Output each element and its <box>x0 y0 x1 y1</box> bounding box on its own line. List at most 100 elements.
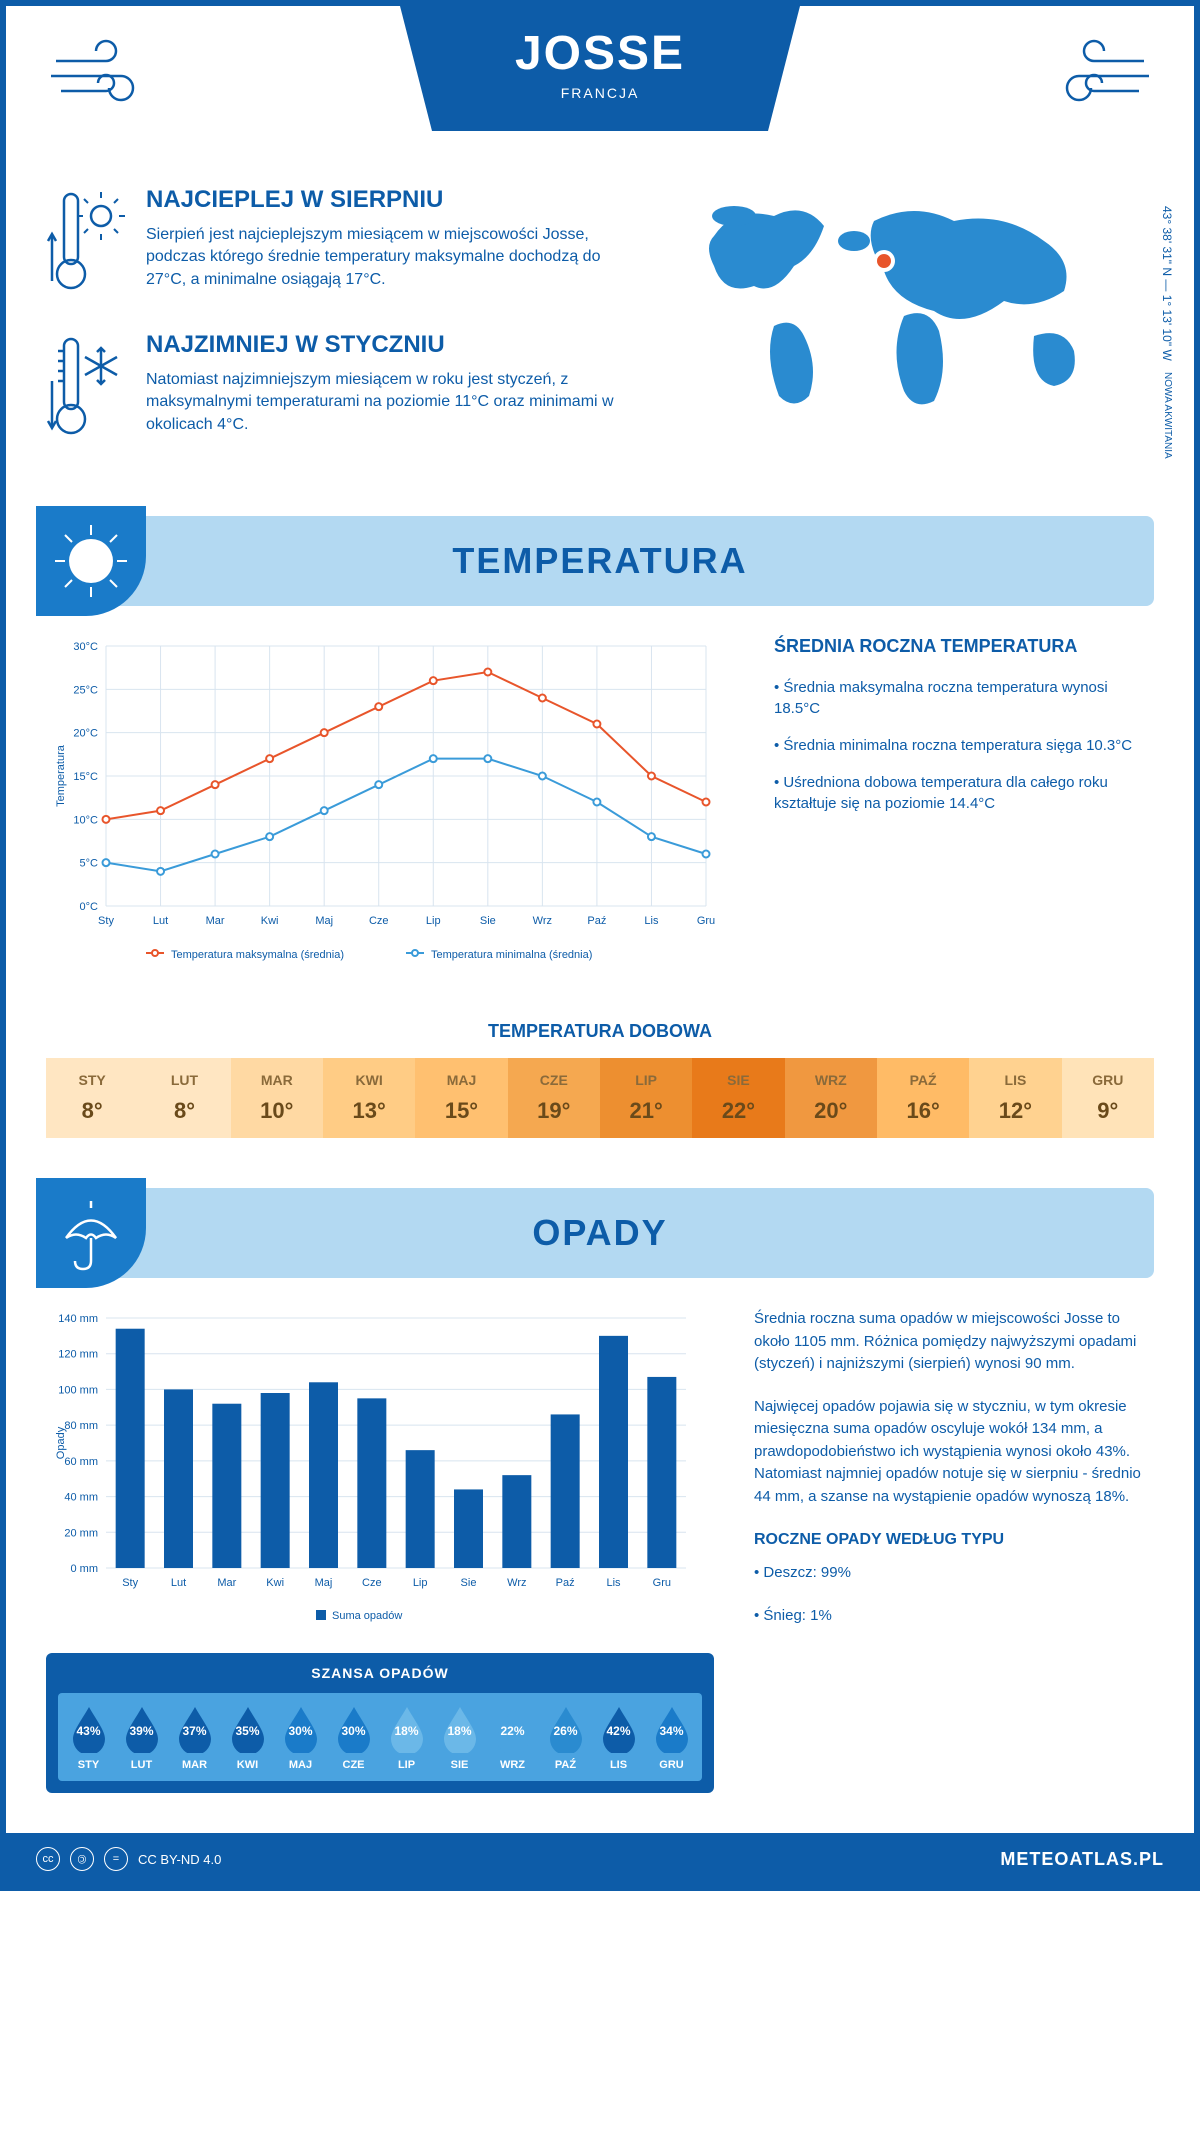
coordinates: 43° 38' 31" N — 1° 13' 10" W NOWA AKWITA… <box>1160 206 1174 459</box>
thermometer-cold-icon <box>46 331 126 446</box>
chance-title: SZANSA OPADÓW <box>58 1665 702 1681</box>
svg-text:Wrz: Wrz <box>533 915 552 927</box>
chance-cell: 30% CZE <box>327 1703 380 1771</box>
raindrop-icon: 30% <box>281 1703 321 1753</box>
precip-type-line: • Deszcz: 99% <box>754 1562 1154 1585</box>
svg-text:Suma opadów: Suma opadów <box>332 1610 402 1622</box>
svg-text:20 mm: 20 mm <box>64 1527 98 1539</box>
precip-row: 0 mm20 mm40 mm60 mm80 mm100 mm120 mm140 … <box>46 1308 1154 1793</box>
map-area: 43° 38' 31" N — 1° 13' 10" W NOWA AKWITA… <box>674 186 1154 476</box>
hottest-title: NAJCIEPLEJ W SIERPNIU <box>146 186 634 214</box>
raindrop-icon: 37% <box>175 1703 215 1753</box>
chance-cell: 39% LUT <box>115 1703 168 1771</box>
temp-daily-cell: LIP21° <box>600 1058 692 1138</box>
chance-cell: 26% PAŹ <box>539 1703 592 1771</box>
svg-text:Temperatura: Temperatura <box>55 744 67 807</box>
svg-text:Lis: Lis <box>644 915 659 927</box>
svg-text:Mar: Mar <box>206 915 225 927</box>
raindrop-icon: 39% <box>122 1703 162 1753</box>
content: NAJCIEPLEJ W SIERPNIU Sierpień jest najc… <box>6 186 1194 1793</box>
chance-cell: 42% LIS <box>592 1703 645 1771</box>
svg-text:10°C: 10°C <box>73 814 98 826</box>
temp-daily-strip: STY8°LUT8°MAR10°KWI13°MAJ15°CZE19°LIP21°… <box>46 1058 1154 1138</box>
chance-cell: 30% MAJ <box>274 1703 327 1771</box>
svg-text:Lip: Lip <box>426 915 441 927</box>
sun-icon <box>36 506 146 616</box>
chance-cell: 22% WRZ <box>486 1703 539 1771</box>
svg-text:Wrz: Wrz <box>507 1577 526 1589</box>
header: JOSSE FRANCJA <box>6 6 1194 166</box>
svg-text:Cze: Cze <box>369 915 389 927</box>
raindrop-icon: 30% <box>334 1703 374 1753</box>
svg-text:40 mm: 40 mm <box>64 1492 98 1504</box>
coords-latlon: 43° 38' 31" N — 1° 13' 10" W <box>1160 206 1174 361</box>
svg-text:60 mm: 60 mm <box>64 1456 98 1468</box>
svg-text:Temperatura minimalna (średnia: Temperatura minimalna (średnia) <box>431 949 592 961</box>
svg-text:25°C: 25°C <box>73 684 98 696</box>
svg-text:Temperatura maksymalna (średni: Temperatura maksymalna (średnia) <box>171 949 344 961</box>
svg-text:Kwi: Kwi <box>266 1577 284 1589</box>
svg-text:Paź: Paź <box>587 915 606 927</box>
svg-text:0°C: 0°C <box>80 901 99 913</box>
footer-license: cc 🄯 = CC BY-ND 4.0 <box>36 1847 221 1871</box>
umbrella-icon <box>36 1178 146 1288</box>
svg-text:Opady: Opady <box>55 1426 67 1459</box>
svg-text:Sie: Sie <box>480 915 496 927</box>
raindrop-icon: 43% <box>69 1703 109 1753</box>
coords-region: NOWA AKWITANIA <box>1162 372 1173 459</box>
precip-header: OPADY <box>46 1188 1154 1278</box>
temp-info-line: • Średnia maksymalna roczna temperatura … <box>774 677 1154 719</box>
temperature-title: TEMPERATURA <box>452 540 747 582</box>
footer: cc 🄯 = CC BY-ND 4.0 METEOATLAS.PL <box>6 1833 1194 1885</box>
precip-chart: 0 mm20 mm40 mm60 mm80 mm100 mm120 mm140 … <box>46 1308 706 1628</box>
location-title: JOSSE <box>400 26 800 81</box>
raindrop-icon: 26% <box>546 1703 586 1753</box>
location-subtitle: FRANCJA <box>400 85 800 101</box>
chance-cell: 34% GRU <box>645 1703 698 1771</box>
wind-deco-icon <box>1034 36 1154 121</box>
svg-text:Sty: Sty <box>98 915 114 927</box>
svg-text:Mar: Mar <box>217 1577 236 1589</box>
temp-daily-cell: LUT8° <box>138 1058 230 1138</box>
by-icon: 🄯 <box>70 1847 94 1871</box>
svg-text:Lut: Lut <box>153 915 168 927</box>
temp-daily-cell: KWI13° <box>323 1058 415 1138</box>
svg-text:80 mm: 80 mm <box>64 1420 98 1432</box>
temp-daily-cell: PAŹ16° <box>877 1058 969 1138</box>
license-text: CC BY-ND 4.0 <box>138 1852 221 1867</box>
temp-daily-cell: WRZ20° <box>785 1058 877 1138</box>
cc-icon: cc <box>36 1847 60 1871</box>
raindrop-icon: 35% <box>228 1703 268 1753</box>
temp-daily-cell: MAJ15° <box>415 1058 507 1138</box>
title-banner: JOSSE FRANCJA <box>400 6 800 131</box>
precip-info-p2: Najwięcej opadów pojawia się w styczniu,… <box>754 1396 1154 1509</box>
hottest-block: NAJCIEPLEJ W SIERPNIU Sierpień jest najc… <box>46 186 634 301</box>
svg-text:Kwi: Kwi <box>261 915 279 927</box>
precip-left: 0 mm20 mm40 mm60 mm80 mm100 mm120 mm140 … <box>46 1308 714 1793</box>
temp-daily-cell: LIS12° <box>969 1058 1061 1138</box>
coldest-title: NAJZIMNIEJ W STYCZNIU <box>146 331 634 359</box>
precip-info-p1: Średnia roczna suma opadów w miejscowośc… <box>754 1308 1154 1376</box>
thermometer-hot-icon <box>46 186 126 301</box>
raindrop-icon: 18% <box>387 1703 427 1753</box>
chance-row: 43% STY 39% LUT 37% MAR 35% KWI <box>58 1693 702 1781</box>
precip-title: OPADY <box>532 1212 667 1254</box>
svg-text:Gru: Gru <box>653 1577 671 1589</box>
chance-cell: 18% LIP <box>380 1703 433 1771</box>
temp-daily-cell: GRU9° <box>1062 1058 1154 1138</box>
svg-text:15°C: 15°C <box>73 771 98 783</box>
svg-text:Cze: Cze <box>362 1577 382 1589</box>
svg-text:Maj: Maj <box>315 915 333 927</box>
svg-text:Sie: Sie <box>461 1577 477 1589</box>
temperature-header: TEMPERATURA <box>46 516 1154 606</box>
world-map <box>674 186 1134 426</box>
svg-text:5°C: 5°C <box>80 858 99 870</box>
svg-text:Maj: Maj <box>315 1577 333 1589</box>
intro-text: NAJCIEPLEJ W SIERPNIU Sierpień jest najc… <box>46 186 634 476</box>
svg-text:140 mm: 140 mm <box>58 1313 98 1325</box>
svg-text:Lut: Lut <box>171 1577 186 1589</box>
temp-info-line: • Średnia minimalna roczna temperatura s… <box>774 735 1154 756</box>
page: JOSSE FRANCJA NAJCIEPLEJ W SIERPNIU Sier… <box>0 0 1200 1891</box>
nd-icon: = <box>104 1847 128 1871</box>
raindrop-icon: 42% <box>599 1703 639 1753</box>
